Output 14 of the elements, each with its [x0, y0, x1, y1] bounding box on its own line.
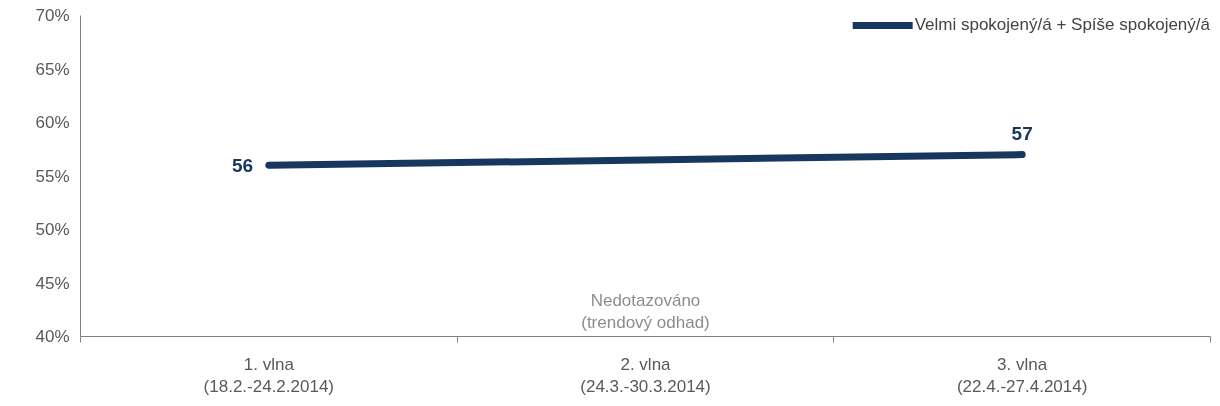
- y-tick-label: 55%: [35, 166, 70, 186]
- y-tick-label: 65%: [35, 59, 70, 79]
- y-tick-label: 45%: [35, 273, 70, 293]
- data-label: 56: [231, 154, 254, 176]
- y-tick-label: 60%: [35, 113, 70, 132]
- y-tick-label: 50%: [35, 220, 70, 239]
- data-label: 57: [1011, 122, 1033, 144]
- x-tick-label: 3. vlna (22.4.-27.4.2014): [956, 354, 1088, 397]
- y-tick-label: 40%: [35, 327, 70, 346]
- y-tick-label: 70%: [35, 6, 70, 25]
- annotation: Nedotazováno (trendový odhad): [581, 290, 710, 333]
- x-tick-label: 2. vlna (24.3.-30.3.2014): [580, 354, 711, 397]
- legend-label: Velmi spokojený/á + Spíše spokojený/á: [914, 15, 1210, 35]
- x-tick-label: 1. vlna (18.2.-24.2.2014): [203, 354, 335, 397]
